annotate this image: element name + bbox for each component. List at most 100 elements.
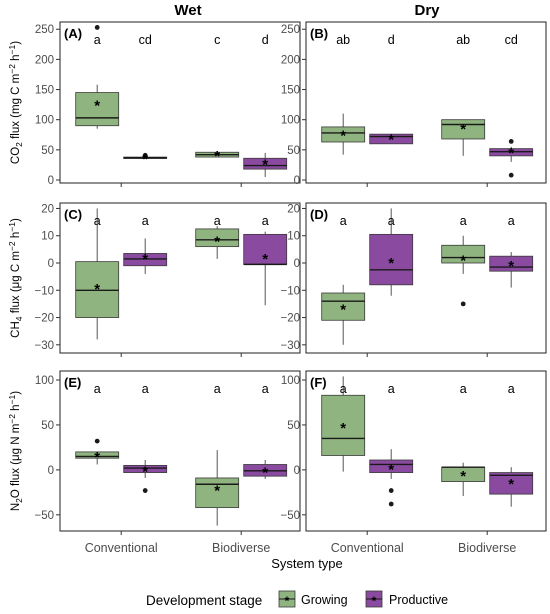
y-tick-label: 100: [281, 375, 300, 387]
box-body: [369, 459, 414, 473]
mean-marker: *: [388, 255, 394, 272]
box-productive-biodiverse: *d: [243, 33, 288, 177]
legend-entry-growing: * Growing: [278, 590, 348, 608]
y-tick-label: 0: [48, 258, 54, 270]
x-category-label: Biodiverse: [458, 541, 516, 555]
legend-swatch-mean: *: [285, 594, 290, 608]
box-productive-conventional: *a: [369, 208, 414, 296]
box-growing-biodiverse: * ab: [441, 33, 486, 156]
box-growing-conventional: *a: [321, 376, 366, 472]
significance-letter: ab: [456, 33, 470, 47]
panel-frame: [305, 202, 547, 354]
y-tick-label: 200: [281, 54, 300, 66]
y-tick-label: 150: [281, 85, 300, 97]
box-productive-conventional: *a: [123, 214, 168, 274]
box-body: [369, 133, 414, 145]
y-tick-label: 10: [41, 231, 54, 243]
mean-marker: *: [94, 98, 100, 115]
significance-letter: a: [508, 382, 515, 396]
y-axis-title-part: h: [10, 404, 22, 414]
significance-letter: a: [142, 382, 149, 396]
y-tick-label: −50: [280, 510, 300, 522]
mean-marker: *: [94, 281, 100, 298]
significance-letter: a: [508, 214, 515, 228]
significance-letter: a: [340, 382, 347, 396]
legend-swatch-mean: *: [372, 594, 377, 608]
y-axis-title-part: 2: [14, 142, 24, 147]
panel-tag: (F): [310, 375, 327, 390]
x-category-label: Biodiverse: [212, 541, 270, 555]
box-productive-conventional: * cd: [123, 33, 168, 168]
box-growing-biodiverse: *a: [441, 214, 486, 307]
box-body: [321, 292, 366, 321]
y-axis-title-part: O flux (μg N m: [10, 424, 22, 498]
box-body: [321, 394, 366, 456]
box-body: [195, 477, 240, 509]
y-axis-title-part: flux (mg C m: [10, 74, 22, 142]
box-growing-biodiverse: *a: [195, 382, 240, 526]
significance-letter: ab: [336, 33, 350, 47]
y-tick-label: 150: [35, 85, 54, 97]
y-tick-label: −30: [280, 340, 300, 352]
mean-marker: *: [508, 476, 514, 493]
significance-letter: a: [214, 382, 221, 396]
y-tick-label: 50: [41, 420, 54, 432]
legend-entry-productive: * Productive: [365, 590, 448, 608]
significance-letter: a: [460, 214, 467, 228]
y-tick-label: 250: [281, 24, 300, 36]
significance-letter: c: [214, 33, 220, 47]
significance-letter: cd: [139, 33, 152, 47]
mean-marker: *: [460, 121, 466, 138]
y-tick-label: 0: [48, 175, 54, 187]
y-tick-label: −20: [280, 313, 300, 325]
legend-label: Growing: [301, 593, 348, 607]
outlier-point: [508, 172, 514, 178]
y-axis-title-part: ): [10, 218, 22, 222]
panel-tag: (E): [64, 375, 81, 390]
x-axis-title: System type: [271, 556, 343, 571]
significance-letter: a: [262, 214, 269, 228]
y-tick-label: 0: [294, 465, 300, 477]
legend-label: Productive: [389, 593, 448, 607]
box-productive-biodiverse: *a: [243, 214, 288, 306]
y-tick-label: −20: [34, 313, 54, 325]
outlier-point: [388, 501, 394, 507]
y-tick-label: −10: [280, 285, 300, 297]
box-productive-biodiverse: *a: [489, 214, 534, 288]
box-body: [195, 228, 240, 248]
panel-frame: [59, 370, 301, 532]
significance-letter: a: [142, 214, 149, 228]
y-tick-label: 100: [35, 115, 54, 127]
y-axis-title: N2O flux (μg N m−2 h−1): [7, 391, 24, 511]
box-productive-conventional: *a: [123, 382, 168, 493]
legend-title: Development stage: [146, 593, 262, 608]
y-tick-label: 50: [287, 420, 300, 432]
y-tick-label: 10: [287, 231, 300, 243]
box-body: [321, 126, 366, 143]
y-tick-label: −10: [34, 285, 54, 297]
outlier-point: [388, 488, 394, 493]
box-growing-conventional: *a: [321, 214, 366, 345]
y-tick-label: −50: [34, 510, 54, 522]
outlier-point: [142, 488, 148, 493]
panel-tag: (B): [310, 26, 328, 41]
significance-letter: a: [388, 382, 395, 396]
x-category-label: Conventional: [331, 541, 404, 555]
y-axis-title: CH4 flux (μg C m−2 h−1): [7, 218, 24, 338]
mean-marker: *: [388, 131, 394, 148]
y-tick-label: −30: [34, 340, 54, 352]
y-axis-title-part: −1: [7, 44, 17, 54]
mean-marker: *: [214, 482, 220, 499]
y-axis-title-part: h: [10, 232, 22, 242]
box-body: [441, 244, 486, 264]
mean-marker: *: [142, 151, 148, 168]
mean-marker: *: [340, 302, 346, 319]
outlier-point: [460, 301, 466, 307]
mean-marker: *: [94, 449, 100, 466]
